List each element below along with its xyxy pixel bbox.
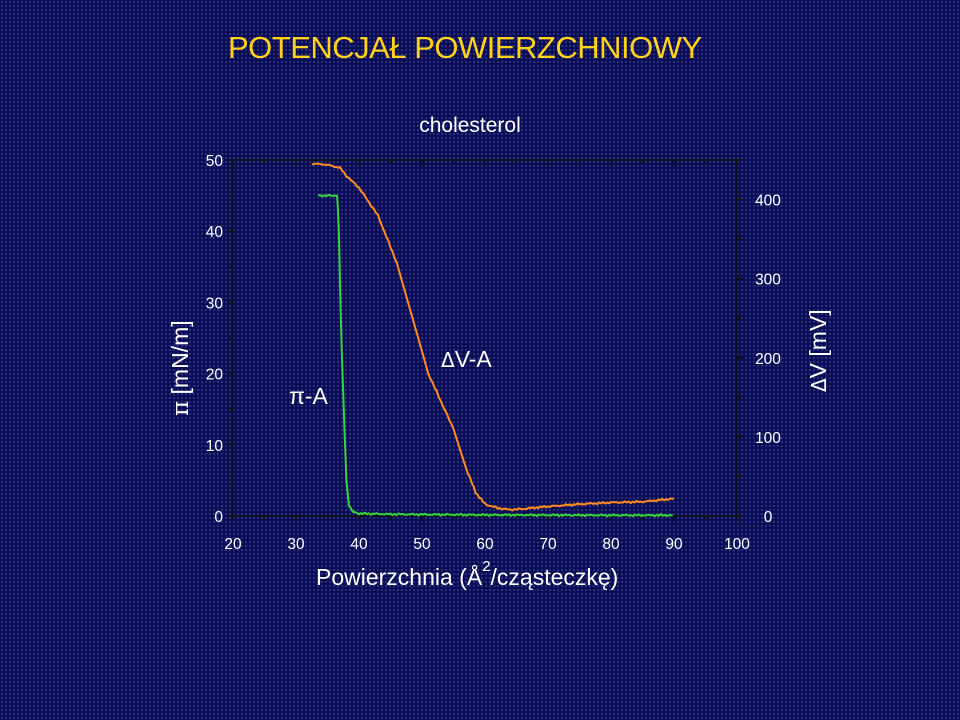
x-tick-label: 70: [539, 536, 557, 553]
y-left-tick-label: 10: [206, 438, 224, 455]
x-axis-title: Powierzchnia (Å2/cząsteczkę): [316, 558, 618, 590]
x-tick-label: 20: [224, 536, 242, 553]
y-right-tick-label: 0: [764, 509, 773, 526]
y-left-axis-title: π [mN/m]: [167, 320, 194, 416]
x-tick-label: 40: [350, 536, 368, 553]
y-right-tick-label: 400: [755, 193, 781, 210]
y-left-tick-label: 30: [206, 295, 224, 312]
chart-axes: [227, 159, 743, 522]
x-tick-label: 100: [724, 536, 750, 553]
chart-subtitle: cholesterol: [419, 114, 521, 137]
y-left-tick-label: 0: [214, 509, 223, 526]
x-tick-label: 30: [287, 536, 305, 553]
y-right-axis-title: ΔV [mV]: [805, 309, 831, 392]
annotation-dv-a: ΔV-A: [441, 346, 492, 372]
chart-plot-area: [311, 162, 675, 518]
chart-labels: 20 30 40 50 60 70 80 90 100 0 10 20 30 40 50 0 100 200 300…: [167, 114, 831, 590]
x-tick-label: 80: [602, 536, 620, 553]
x-tick-label: 60: [476, 536, 494, 553]
slide-title: POTENCJAŁ POWIERZCHNIOWY: [228, 30, 702, 65]
y-right-tick-label: 200: [755, 351, 781, 368]
y-left-tick-label: 50: [206, 153, 224, 170]
series-dv-a-line: [311, 162, 675, 512]
x-tick-label: 90: [665, 536, 683, 553]
x-tick-label: 50: [413, 536, 431, 553]
y-left-tick-label: 40: [206, 224, 224, 241]
series-pi-a-line: [317, 193, 673, 518]
y-left-tick-label: 20: [206, 367, 224, 384]
annotation-pi-a: π-A: [289, 383, 329, 409]
y-right-tick-label: 300: [755, 272, 781, 289]
y-right-tick-label: 100: [755, 430, 781, 447]
